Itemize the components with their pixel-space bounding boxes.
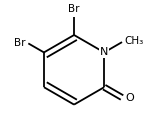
Text: N: N xyxy=(100,47,108,57)
Text: Br: Br xyxy=(68,4,80,14)
Text: CH₃: CH₃ xyxy=(124,36,143,46)
Text: Br: Br xyxy=(14,38,26,48)
Text: O: O xyxy=(125,92,134,102)
